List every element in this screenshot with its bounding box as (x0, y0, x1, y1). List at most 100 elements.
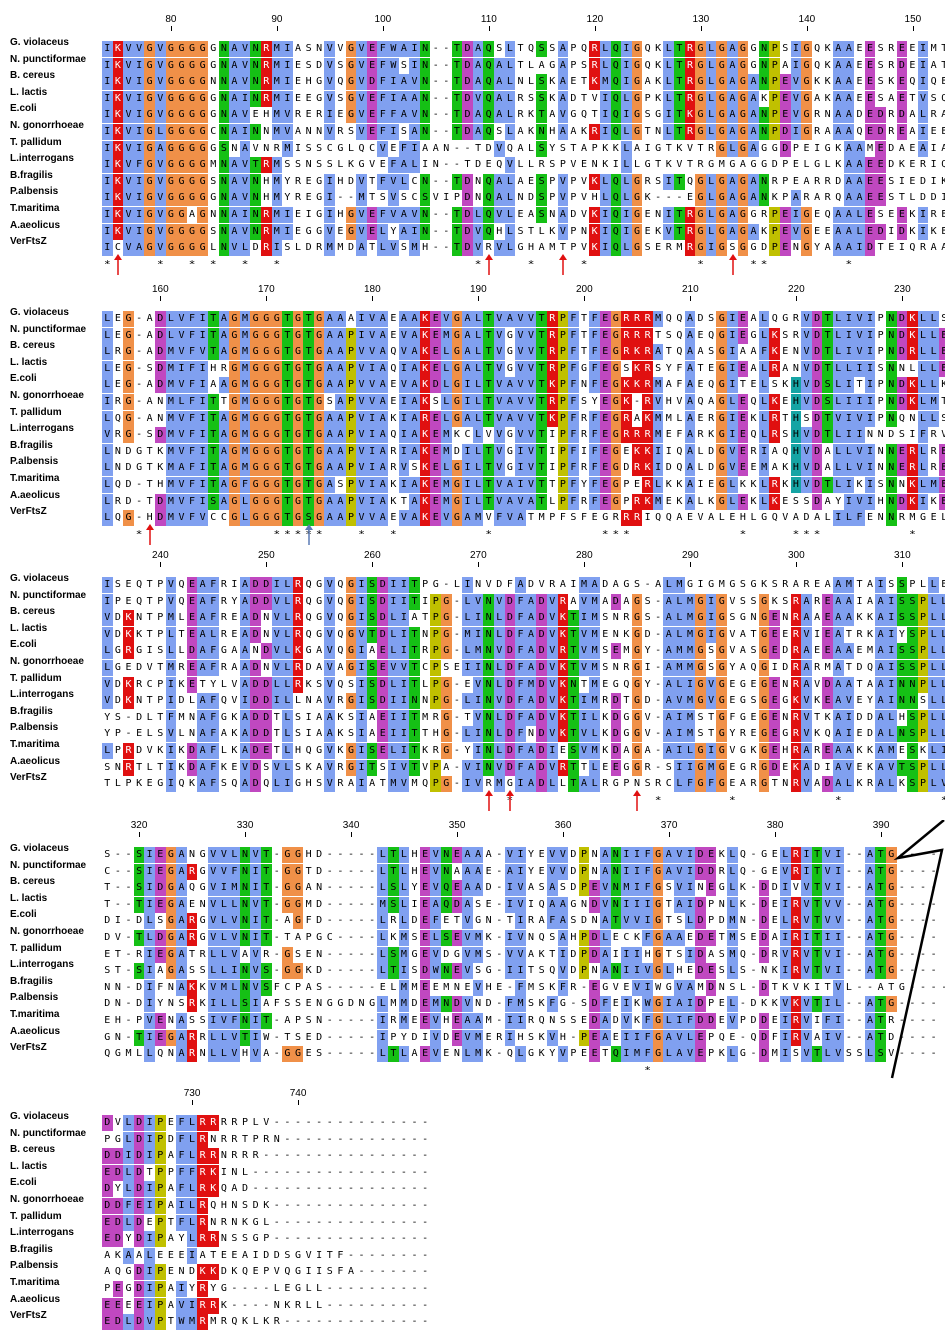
species-label: E.coli (10, 373, 37, 385)
position-tick (669, 832, 671, 837)
species-label: E.coli (10, 103, 37, 115)
species-label: A.aeolicus (10, 1293, 61, 1305)
alignment-block-1: 80 90 100 110 120 130 140 150 G. violaceus I K V V G V… (0, 14, 945, 264)
alignment-row: T.maritima E H - P V E N A S S I V F N I T - A P S N - - - - - I R M E… (0, 1008, 945, 1029)
alignment-block-3: 240 250 260 270 280 290 300 310 G. violaceus I S E Q… (0, 550, 945, 800)
position-tick (584, 562, 586, 567)
alignment-row: B.fragilis I K V I G V G G G G S N A V N H M Y R E G I H D V T F V L C… (0, 169, 945, 190)
position-number: 320 (130, 820, 148, 831)
alignment-row: P.albensis Y P - E L S V L N A F A K A D D T L S I A A K S I A E I I T… (0, 721, 945, 743)
position-number: 230 (893, 284, 911, 295)
species-label: T. pallidum (10, 942, 62, 954)
position-number: 350 (448, 820, 466, 831)
position-tick (690, 562, 692, 567)
alignment-row: N. punctiformae I K V I G V G G G G G N A V N R M I E S D V S G V… (0, 53, 945, 74)
species-label: VerFtsZ (10, 772, 47, 784)
species-label: G. violaceus (10, 573, 69, 584)
position-number: 140 (798, 14, 816, 25)
species-label: B.fragilis (10, 1243, 53, 1255)
alignment-row: L. lactis E D L D T P P F F R K I N L - - - - - - - - - - - - - - - - - (0, 1160, 945, 1181)
position-tick (478, 562, 480, 567)
position-number: 290 (681, 550, 699, 561)
alignment-row: VerFtsZ L Q G - H D M V F V C C G L G G G T G S G A A P V V A E V A K E V… (0, 505, 945, 527)
alignment-row: N. punctiformae C - - S I E G A R G V V F N I T - G G T D - - - -… (0, 859, 945, 880)
species-label: N. gonorrhoeae (10, 1194, 84, 1205)
alignment-row: VerFtsZ T L P K E G I Q K A F S Q A D Q L I G H S V R A I A T M V M Q P G… (0, 771, 945, 793)
species-label: E.coli (10, 1177, 37, 1189)
alignment-row: E.coli I K V I G V G G G G G N A V E H M V R E R I E G V E F F A V N - - T… (0, 102, 945, 124)
alignment-row: B.fragilis Y S - D L T F M N A F G K A D D T L S I A A K S I A E I I T… (0, 705, 945, 726)
species-label: N. punctiformae (10, 53, 87, 65)
alignment-row: T. pallidum E D L D E P T F L R N R N K G L - - - - - - - - - - - - -… (0, 1210, 945, 1231)
position-number: 380 (766, 820, 784, 831)
position-tick (584, 296, 586, 301)
alignment-row: P.albensis A Q G D I P E N D K K D K Q E P V Q G I I S F A - - - - - -… (0, 1259, 945, 1281)
species-label: L. lactis (10, 622, 48, 634)
position-number: 200 (575, 284, 593, 295)
position-number: 740 (289, 1088, 307, 1099)
position-tick (690, 296, 692, 301)
alignment-row: L.interrogans V R G - S D M V F I T A G M G G G T G T G A A P V I A… (0, 422, 945, 444)
alignment-row: L. lactis I K V I G V G G G G G N A I N R M I E E G V S G V E F I A A N… (0, 86, 945, 107)
position-tick (700, 26, 702, 31)
position-tick (266, 296, 268, 301)
alignment-row: B.fragilis N N - D I F N A K K V M L N V S F C P A S - - - - - E L M M… (0, 975, 945, 996)
red-arrow-icon (145, 523, 154, 545)
position-number: 220 (787, 284, 805, 295)
position-tick (478, 296, 480, 301)
position-tick (881, 832, 883, 837)
position-tick (266, 562, 268, 567)
position-number: 340 (342, 820, 360, 831)
position-tick (351, 832, 353, 837)
species-label: N. gonorrhoeae (10, 926, 84, 937)
species-label: N. punctiformae (10, 589, 87, 601)
position-tick (806, 26, 808, 31)
alignment-row: L.interrogans V D K N T P I D L A F Q V I D D I L L N A V R G I S D… (0, 688, 945, 710)
species-label: T.maritima (10, 739, 60, 750)
species-label: L. lactis (10, 86, 48, 98)
alignment-row: A.aeolicus E E E E I P A V I R R K - - - - N K R L L - - - - - - - - -… (0, 1293, 945, 1314)
species-label: B.fragilis (10, 169, 53, 181)
alignment-row: P.albensis I K V I G V G G G G G N A V N H M Y R E G I - - M T S V S C… (0, 185, 945, 207)
alignment-row: A.aeolicus S N R T L T I K D A F K E V D S V L S K A V R G I T S I V T… (0, 755, 945, 776)
alignment-row: E.coli L G R G I S L L D A F G A A N D V L K G A V Q G I A E L I T R P G -… (0, 638, 945, 660)
species-label: L. lactis (10, 1160, 48, 1172)
species-label: A.aeolicus (10, 219, 61, 231)
species-label: P.albensis (10, 186, 59, 198)
species-label: T.maritima (10, 1277, 60, 1288)
position-tick (170, 26, 172, 31)
alignment-row: N. gonorrhoeae D V - T L D G A R G V L V N I T - T A P G C - - - -… (0, 925, 945, 946)
red-arrow-icon (484, 253, 493, 275)
alignment-row: P.albensis L N D G T K M A F I T A G M G G G T G T G A A P V I A R V S… (0, 455, 945, 477)
